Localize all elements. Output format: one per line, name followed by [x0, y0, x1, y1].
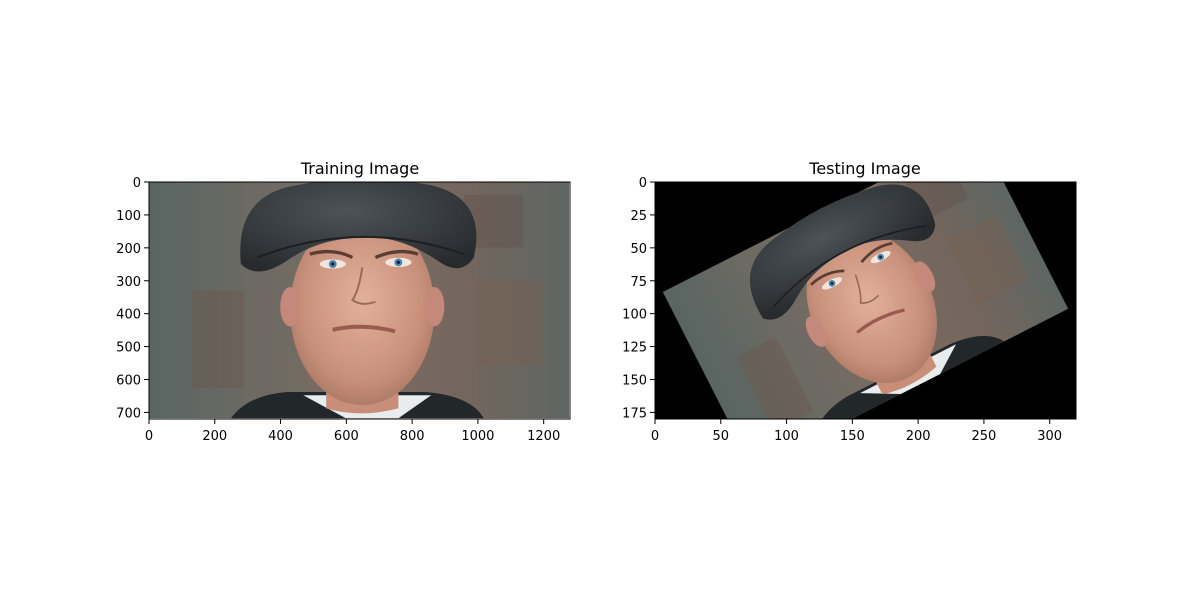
y-tick-label: 100: [116, 209, 141, 224]
y-tick-label: 100: [622, 308, 647, 323]
x-tick-label: 200: [202, 429, 227, 444]
y-tick-label: 200: [116, 242, 141, 257]
training-image-axes: Training Image 0 200 400 600 800 1000 1200 0 10…: [116, 159, 571, 444]
x-tick-label: 250: [971, 429, 996, 444]
training-image-frame: [148, 181, 571, 420]
y-tick-label: 600: [116, 374, 141, 389]
y-tick-label: 25: [630, 209, 647, 224]
y-tick-label: 500: [116, 341, 141, 356]
y-tick-label: 300: [116, 275, 141, 290]
y-tick-label: 700: [116, 406, 141, 421]
testing-image: [655, 182, 1076, 419]
x-tick-label: 1200: [527, 429, 560, 444]
x-tick-label: 400: [268, 429, 293, 444]
y-tick-label: 150: [622, 374, 647, 389]
x-tick-label: 800: [400, 429, 425, 444]
x-tick-label: 0: [145, 429, 153, 444]
y-tick-label: 75: [630, 275, 647, 290]
testing-image-title: Testing Image: [808, 159, 920, 178]
training-image-title: Training Image: [300, 159, 419, 178]
y-tick-label: 0: [639, 176, 647, 191]
y-tick-label: 400: [116, 308, 141, 323]
x-tick-label: 600: [334, 429, 359, 444]
training-image: [149, 182, 569, 419]
y-tick-label: 125: [622, 341, 647, 356]
x-tick-label: 200: [906, 429, 931, 444]
y-tick-label: 0: [133, 176, 141, 191]
x-tick-label: 1000: [461, 429, 494, 444]
x-tick-label: 300: [1037, 429, 1062, 444]
testing-image-frame: [654, 181, 1077, 420]
testing-image-axes: Testing Image 0 50 100 150 200 250 300 0 25 50 75…: [622, 159, 1077, 444]
x-tick-label: 50: [713, 429, 730, 444]
y-tick-label: 50: [630, 242, 647, 257]
x-tick-label: 0: [651, 429, 659, 444]
x-tick-label: 150: [840, 429, 865, 444]
y-tick-label: 175: [622, 406, 647, 421]
x-tick-label: 100: [774, 429, 799, 444]
